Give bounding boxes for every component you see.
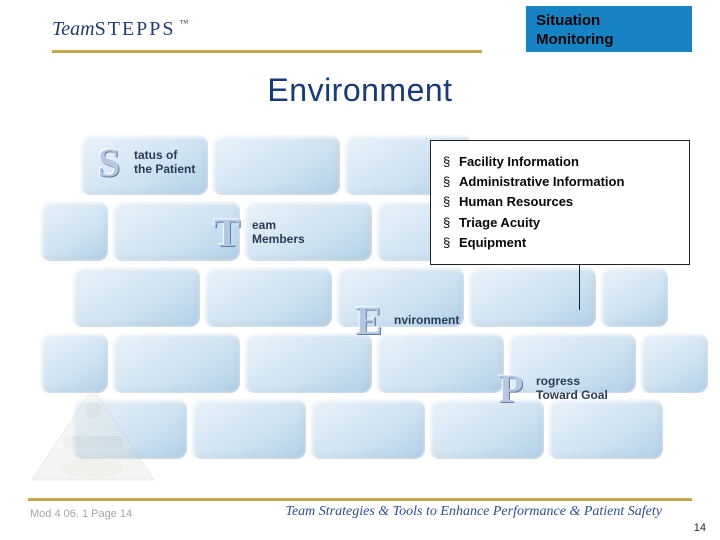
label-status: S tatus ofthe Patient [90,143,195,183]
callout-item: Triage Acuity [459,214,679,232]
slide-title: Environment [0,72,720,109]
section-badge: Situation Monitoring [526,6,692,52]
label-progress: P rogressToward Goal [492,369,608,409]
footer-module-page: Mod 4 06. 1 Page 14 [30,508,132,520]
ice-block [72,267,200,327]
letter-t: T [208,213,246,253]
letter-p-text: rogressToward Goal [536,375,608,403]
ice-block [376,333,504,393]
ice-block [244,333,372,393]
ice-block [204,267,332,327]
slide-footer: Mod 4 06. 1 Page 14 Team Strategies & To… [0,498,720,540]
letter-p: P [492,369,530,409]
letter-e: E [350,301,388,341]
pyramid-watermark-icon [28,384,158,484]
badge-line-1: Situation [536,12,682,31]
callout-box: Facility Information Administrative Info… [430,140,690,265]
ice-block [191,399,306,459]
page-number: 14 [694,522,706,534]
footer-divider [28,498,692,501]
ice-block [640,333,708,393]
header-divider [52,50,482,53]
badge-line-2: Monitoring [536,31,682,50]
brand-logo: TeamSTEPPS ™ [52,18,188,41]
label-team: T eamMembers [208,213,305,253]
callout-item: Administrative Information [459,173,679,191]
letter-s: S [90,143,128,183]
callout-item: Human Resources [459,193,679,211]
callout-item: Equipment [459,234,679,252]
letter-s-text: tatus ofthe Patient [134,149,195,177]
footer-tagline: Team Strategies & Tools to Enhance Perfo… [285,504,662,520]
slide-header: TeamSTEPPS ™ Situation Monitoring [0,0,720,56]
trademark-symbol: ™ [180,18,189,28]
ice-block [600,267,668,327]
ice-block [212,135,340,195]
ice-block [310,399,425,459]
callout-item: Facility Information [459,153,679,171]
letter-e-text: nvironment [394,314,459,328]
brand-logo-text: TeamSTEPPS [52,18,176,40]
letter-t-text: eamMembers [252,219,305,247]
ice-block [40,201,108,261]
